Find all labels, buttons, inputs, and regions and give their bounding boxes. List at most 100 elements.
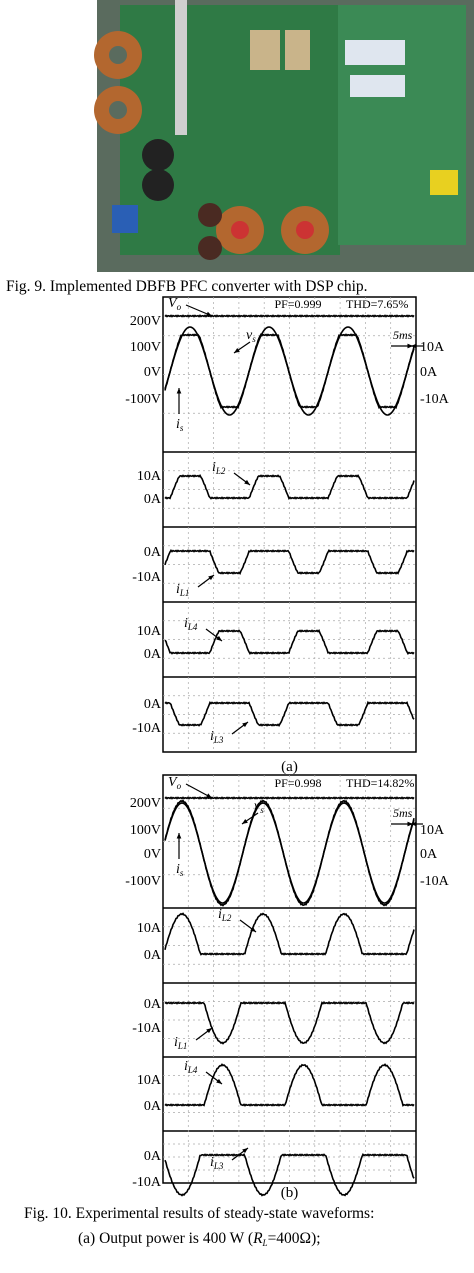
voltage-tick-label: -100V (125, 392, 161, 407)
arrow-head (176, 388, 182, 394)
trace-label-sub: L3 (213, 735, 224, 745)
pf-label: PF=0.998 (274, 776, 321, 790)
trace-label-main: i (184, 616, 188, 631)
panel-tick-label: 0A (144, 697, 162, 712)
panel-tick-label: -10A (132, 1021, 162, 1036)
waveform (164, 314, 415, 318)
trace-label-main: i (184, 1059, 188, 1074)
waveform (164, 700, 415, 728)
is-label: is (176, 417, 184, 433)
waveform (164, 549, 415, 576)
arrow-head (242, 1148, 248, 1154)
photo (94, 0, 474, 272)
arrow-head (208, 575, 214, 581)
trace-label-sub: L3 (213, 1161, 224, 1171)
arrow-head (234, 347, 240, 353)
caption-sub: L (262, 1238, 268, 1248)
vs-label: vs (254, 799, 264, 815)
arrow-head (242, 818, 248, 824)
panel-tick-label: 0A (144, 545, 162, 560)
trace-label-main: i (210, 1155, 214, 1170)
vs-label-sub: s (260, 805, 264, 815)
voltage-tick-label: 200V (130, 796, 161, 811)
voltage-tick-label: 200V (130, 314, 161, 329)
vo-label: Vo (168, 296, 182, 312)
thd-label: THD=7.65% (346, 297, 408, 311)
waveform (164, 473, 415, 501)
trace-label: iL3 (210, 729, 224, 745)
arrow-head (411, 343, 417, 349)
vs-label-sub: s (252, 334, 256, 344)
current-tick-label: -10A (420, 874, 450, 889)
panel-tick-label: -10A (132, 1175, 162, 1190)
arrow-head (411, 821, 417, 827)
voltage-tick-label: 0V (144, 365, 161, 380)
arrow-head (407, 821, 413, 827)
is-label-sub: s (180, 423, 184, 433)
trace-label-sub: L2 (221, 913, 232, 923)
fig10-caption-line2: (a) Output power is 400 W (RL=400Ω); (78, 1230, 321, 1248)
vo-label: Vo (168, 775, 182, 791)
caption-rest: =400Ω); (268, 1230, 321, 1247)
current-tick-label: -10A (420, 392, 450, 407)
panel-tick-label: 0A (144, 1099, 162, 1114)
arrow-head (242, 722, 248, 728)
arrow-head (176, 833, 182, 839)
arrow-head (206, 1028, 212, 1034)
vs-label-main: v (246, 328, 253, 343)
panel-tick-label: 0A (144, 647, 162, 662)
trace-label: iL3 (210, 1155, 224, 1171)
is-label: is (176, 862, 184, 878)
trace-label-sub: L2 (215, 466, 226, 476)
panel-tick-label: 10A (137, 624, 162, 639)
is-label-main: i (176, 862, 180, 877)
waveform (164, 796, 415, 800)
thd-label: THD=14.82% (346, 776, 414, 790)
current-tick-label: 0A (420, 847, 438, 862)
vs-label-main: v (254, 799, 261, 814)
trace-label-main: i (210, 729, 214, 744)
panel-tick-label: -10A (132, 570, 162, 585)
vo-label-sub: o (177, 781, 182, 791)
trace-label-sub: L1 (179, 588, 190, 598)
arrow-head (216, 1078, 222, 1084)
plot-label: (b) (281, 1185, 299, 1201)
panel-tick-label: 0A (144, 1149, 162, 1164)
current-tick-label: 10A (420, 823, 445, 838)
fig9-caption: Fig. 9. Implemented DBFB PFC converter w… (6, 278, 368, 295)
current-tick-label: 10A (420, 340, 445, 355)
pf-label: PF=0.999 (274, 297, 321, 311)
waveform (164, 799, 415, 907)
fig10-caption: Fig. 10. Experimental results of steady-… (24, 1205, 374, 1222)
caption-text: (a) Output power is 400 W ( (78, 1230, 253, 1247)
panel-tick-label: 10A (137, 921, 162, 936)
waveform (164, 912, 415, 956)
is-label-sub: s (180, 868, 184, 878)
trace-label: iL2 (218, 907, 232, 923)
trace-label-main: i (218, 907, 222, 922)
caption-var: R (252, 1230, 263, 1247)
voltage-tick-label: 100V (130, 823, 161, 838)
trace-label-main: i (174, 1035, 178, 1050)
panel-tick-label: 10A (137, 469, 162, 484)
trace-label: iL1 (174, 1035, 187, 1051)
panel-tick-label: 0A (144, 492, 162, 507)
vo-label-main: V (168, 775, 178, 790)
vo-label-main: V (168, 296, 178, 311)
arrow-head (206, 793, 212, 798)
trace-label-sub: L1 (177, 1041, 188, 1051)
trace-label: iL1 (176, 582, 189, 598)
panel-tick-label: 10A (137, 1073, 162, 1088)
plot-label: (a) (281, 759, 298, 775)
arrow-head (206, 311, 212, 316)
trace-label-main: i (212, 460, 216, 475)
waveform (164, 629, 415, 655)
arrow-head (216, 635, 222, 641)
trace-label-sub: L4 (187, 622, 198, 632)
trace-label-main: i (176, 582, 180, 597)
voltage-tick-label: -100V (125, 874, 161, 889)
waveform (164, 1152, 415, 1197)
arrow-head (250, 926, 256, 932)
waveform (164, 333, 415, 410)
